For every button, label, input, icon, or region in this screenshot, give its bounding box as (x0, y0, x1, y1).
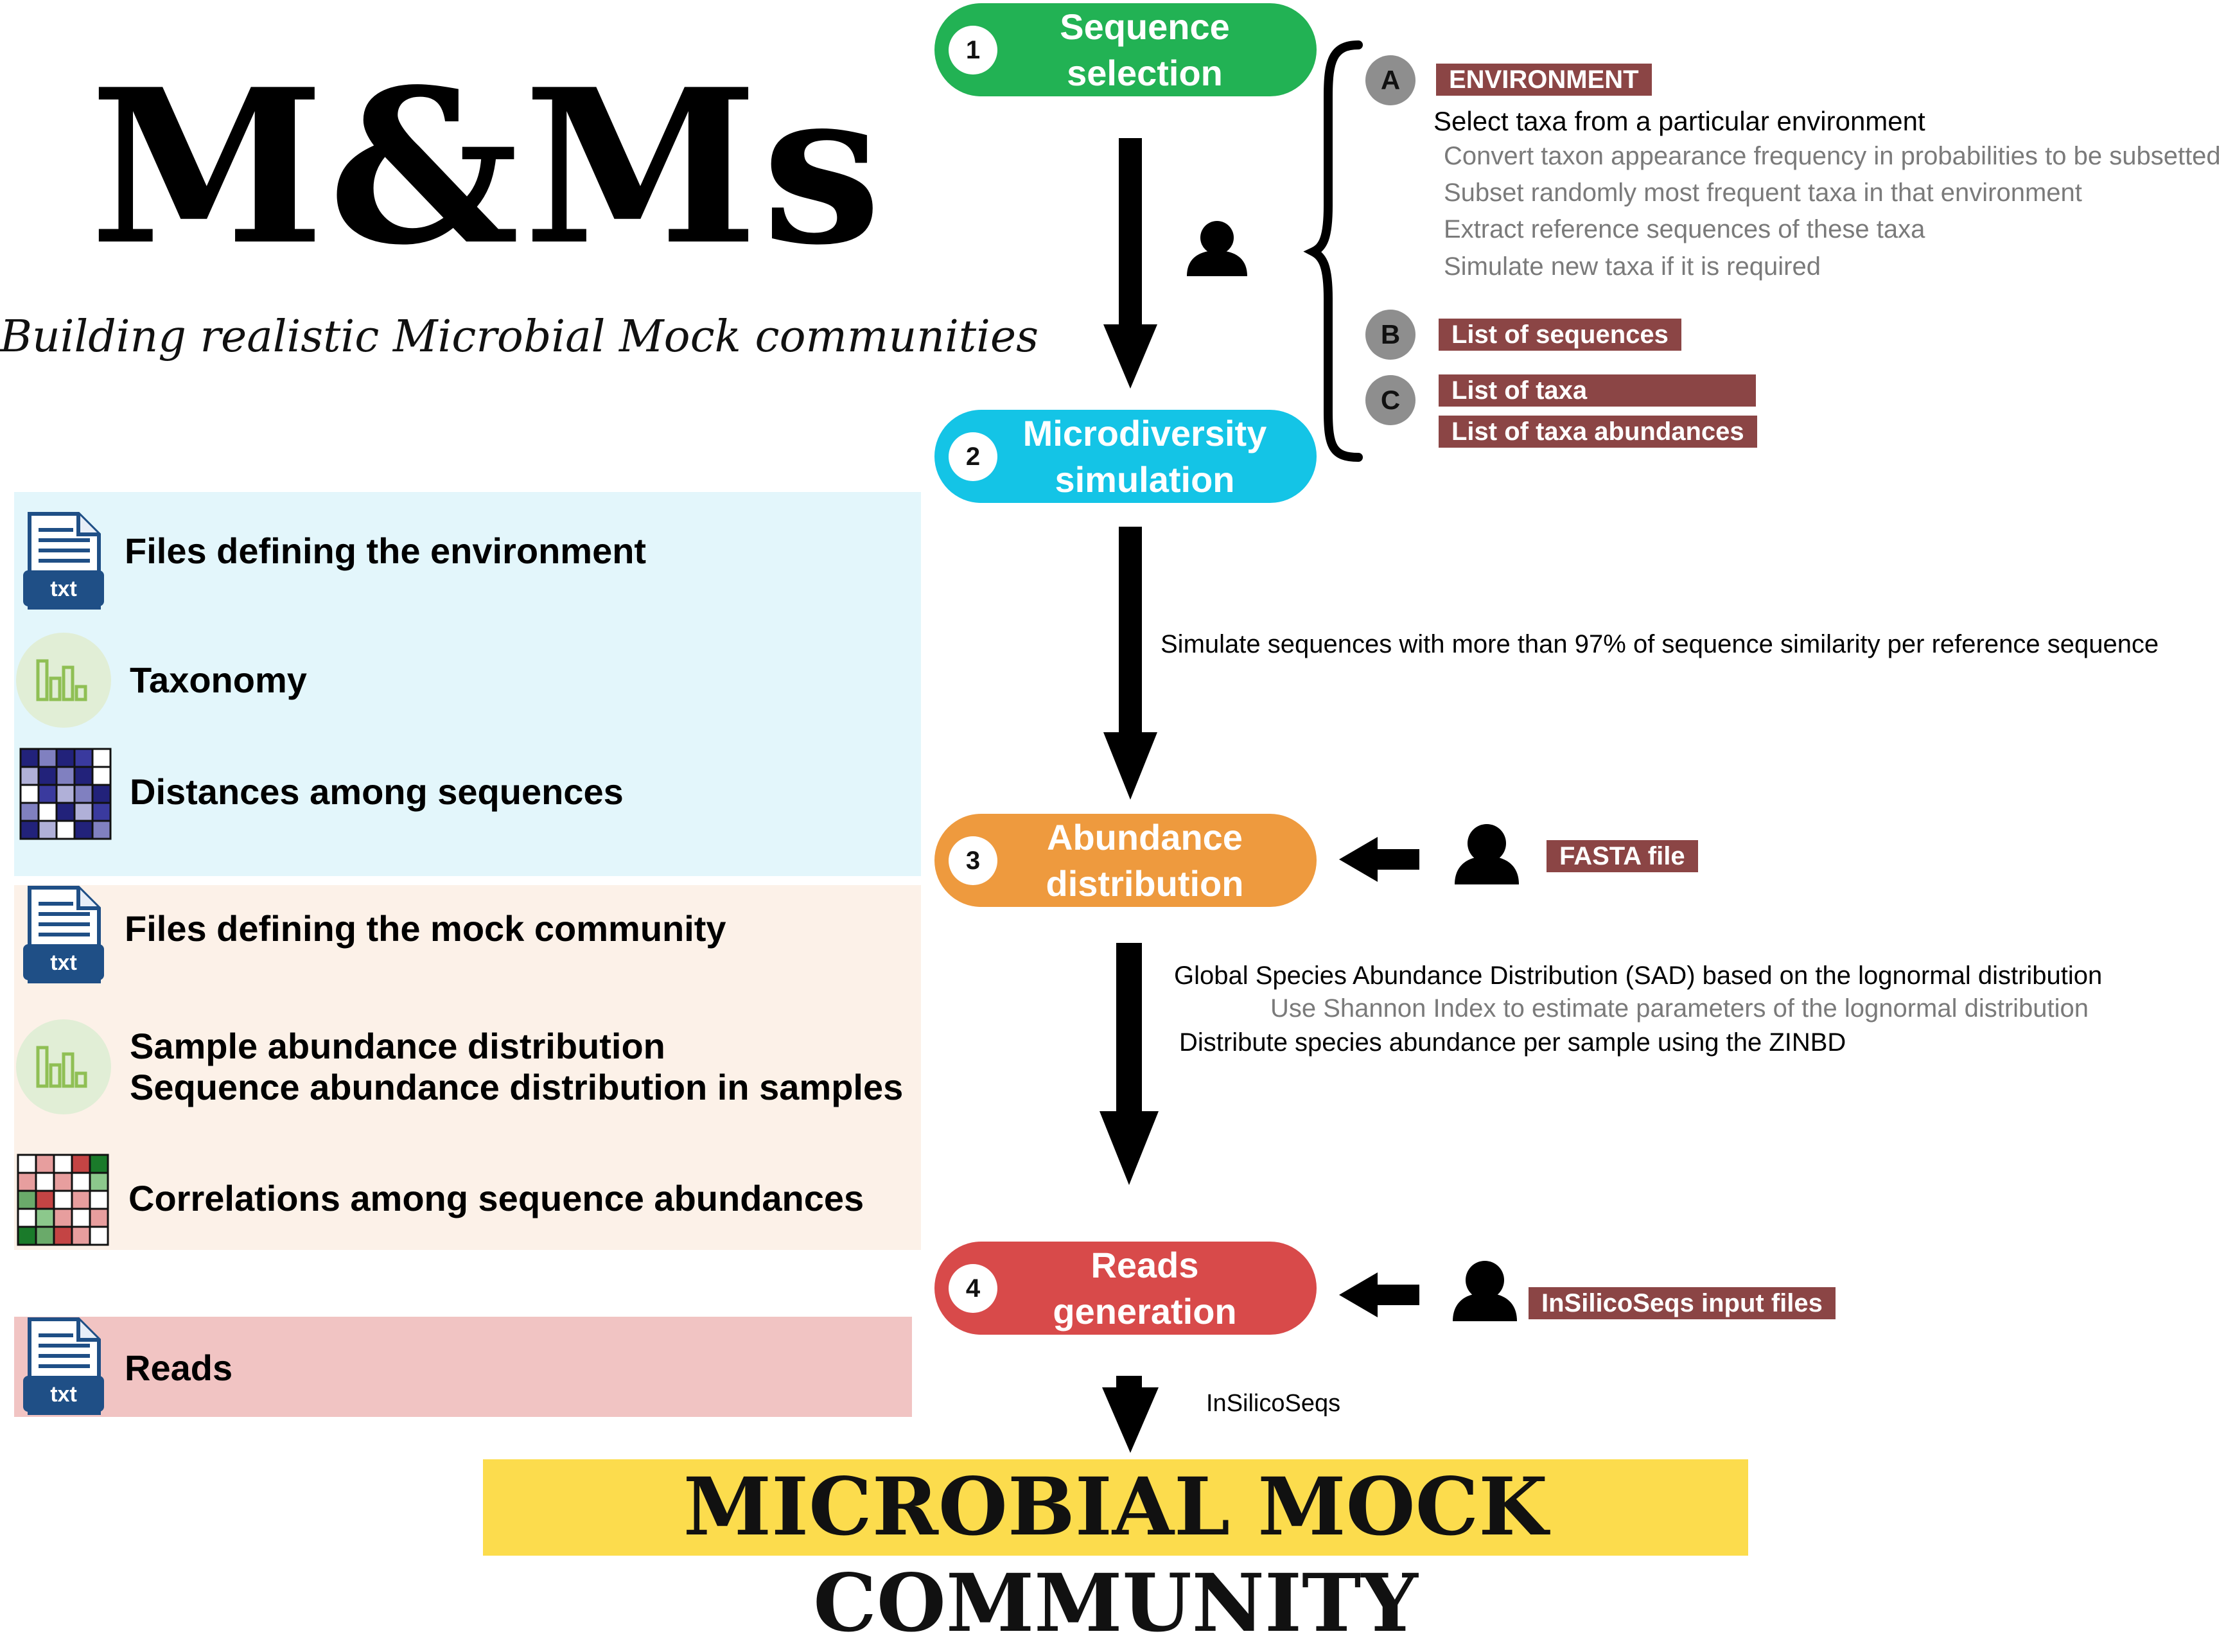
panel-row-label: Sample abundance distribution (130, 1026, 665, 1066)
txt-file-icon: txt (23, 886, 104, 983)
option-b-badge: B (1365, 310, 1415, 360)
stage-microdiversity-simulation: 2 Microdiversity simulation (934, 410, 1317, 503)
insilicoseqs-input-files-tag: InSilicoSeqs input files (1529, 1287, 1836, 1319)
shannon-note: Use Shannon Index to estimate parameters… (1270, 994, 2089, 1023)
panel-row-reads: txt Reads (22, 1317, 232, 1416)
stage-number: 1 (949, 25, 997, 75)
user-icon (1453, 1261, 1517, 1321)
list-of-taxa-tag: List of taxa (1439, 374, 1756, 407)
environment-panel: txt Files defining the environment Taxon… (14, 492, 921, 876)
panel-row-label: Reads (125, 1347, 233, 1388)
option-a-step: Simulate new taxa if it is required (1444, 252, 1821, 281)
panel-row-label: Sequence abundance distribution in sampl… (130, 1067, 904, 1107)
left-arrow-icon (1339, 1272, 1419, 1317)
fasta-file-tag: FASTA file (1547, 840, 1698, 872)
user-icon (1187, 221, 1247, 276)
stage-reads-generation: 4 Reads generation (934, 1242, 1317, 1335)
panel-row-correlations: Correlations among sequence abundances (17, 1154, 864, 1250)
bar-chart-icon (16, 1019, 111, 1114)
final-banner: MICROBIAL MOCK COMMUNITY (483, 1459, 1748, 1650)
microdiversity-note: Simulate sequences with more than 97% of… (1161, 630, 2159, 658)
panel-row-distances: Distances among sequences (19, 748, 624, 843)
distance-heatmap-icon (19, 748, 112, 840)
panel-row-environment-files: txt Files defining the environment (22, 511, 646, 611)
down-arrow-icon (1103, 138, 1157, 389)
txt-file-icon: txt (23, 1317, 104, 1415)
panel-row-label: Distances among sequences (130, 771, 624, 812)
environment-tag: ENVIRONMENT (1436, 64, 1652, 96)
tagline: Building realistic Microbial Mock commun… (0, 312, 1039, 362)
option-c-badge: C (1365, 375, 1415, 425)
down-arrow-icon (1100, 943, 1159, 1185)
panel-row-label: Correlations among sequence abundances (128, 1178, 864, 1218)
stage-title: Reads generation (1053, 1244, 1237, 1331)
correlation-heatmap-icon (17, 1154, 109, 1246)
panel-row-labels: Sample abundance distribution Sequence a… (130, 1026, 903, 1108)
mock-community-panel: txt Files defining the mock community Sa… (14, 885, 921, 1250)
list-of-sequences-tag: List of sequences (1439, 319, 1681, 351)
stage-number: 3 (949, 836, 997, 885)
option-a-badge: A (1365, 55, 1415, 105)
stage-title: Microdiversity simulation (1022, 412, 1267, 500)
panel-row-mock-files: txt Files defining the mock community (22, 885, 726, 985)
down-arrow-icon (1103, 527, 1157, 800)
insilicoseqs-note: InSilicoSeqs (1206, 1390, 1341, 1417)
left-arrow-icon (1339, 837, 1419, 882)
logo: M&Ms (90, 42, 886, 292)
sad-note: Global Species Abundance Distribution (S… (1174, 962, 2103, 990)
txt-file-icon: txt (23, 512, 104, 610)
svg-text:txt: txt (50, 577, 77, 601)
stage-number: 4 (949, 1263, 997, 1313)
stage-title: Abundance distribution (1046, 816, 1244, 904)
panel-row-taxonomy: Taxonomy (15, 632, 307, 728)
panel-row-label: Files defining the environment (125, 530, 647, 571)
option-a-description: Select taxa from a particular environmen… (1433, 106, 1925, 136)
panel-row-label: Taxonomy (130, 660, 307, 700)
list-of-taxa-abundances-tag: List of taxa abundances (1439, 416, 1757, 448)
user-icon (1455, 824, 1519, 884)
options-bracket (1303, 40, 1363, 462)
option-a-step: Convert taxon appearance frequency in pr… (1444, 142, 2221, 170)
stage-sequence-selection: 1 Sequence selection (934, 3, 1317, 96)
reads-panel: txt Reads (14, 1317, 912, 1417)
stage-title: Sequence selection (1060, 6, 1230, 93)
stage-abundance-distribution: 3 Abundance distribution (934, 814, 1317, 907)
panel-row-abundance: Sample abundance distribution Sequence a… (15, 1019, 903, 1115)
svg-text:txt: txt (50, 1382, 77, 1407)
svg-text:txt: txt (50, 951, 77, 975)
option-a-step: Extract reference sequences of these tax… (1444, 215, 1925, 243)
panel-row-label: Files defining the mock community (125, 908, 726, 949)
flow-graphics (1100, 40, 1519, 1453)
down-arrow-icon (1102, 1376, 1159, 1453)
option-a-step: Subset randomly most frequent taxa in th… (1444, 179, 2082, 207)
stage-number: 2 (949, 432, 997, 481)
zinbd-note: Distribute species abundance per sample … (1179, 1028, 1846, 1057)
bar-chart-icon (16, 633, 111, 728)
